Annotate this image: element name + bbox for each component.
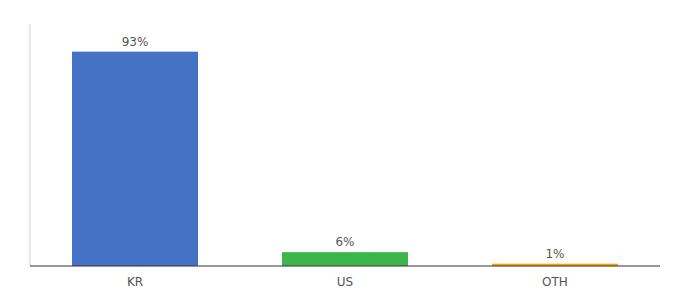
x-tick-label: KR [127,275,143,289]
x-axis-line [30,266,660,267]
y-axis-line [30,24,31,266]
x-tick-label: US [337,275,353,289]
data-label: 93% [122,35,149,49]
data-label: 1% [545,247,564,261]
bar [72,52,198,266]
x-tick-label: OTH [542,275,568,289]
chart-container: KR US OTH 93% 6% 1% [0,0,680,300]
bar [282,252,408,266]
bars [72,52,618,266]
data-label: 6% [335,235,354,249]
chart-svg: KR US OTH 93% 6% 1% [0,0,680,300]
